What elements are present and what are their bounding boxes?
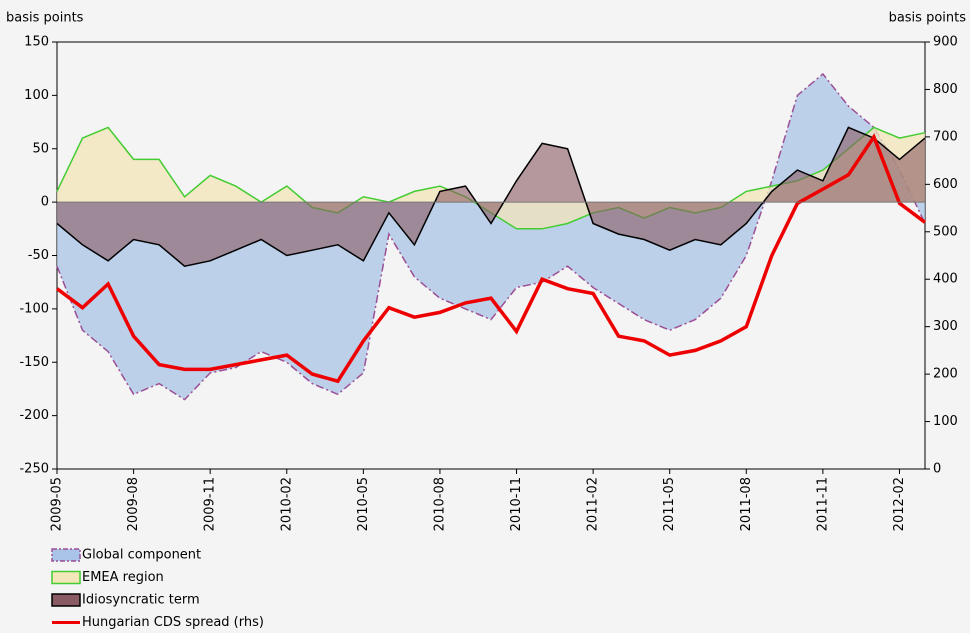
area-fill [57,74,925,400]
y2-tick-label: 900 [933,35,958,50]
x-tick-label: 2012-02 [892,477,907,531]
legend-label: Hungarian CDS spread (rhs) [82,615,264,630]
y-tick-label: 0 [41,195,49,210]
y2-tick-label: 100 [933,414,958,429]
area-fill [57,127,925,267]
y-tick-label: -150 [19,355,49,370]
x-tick-label: 2011-05 [662,477,677,531]
y2-tick-label: 0 [933,462,941,477]
y2-tick-label: 500 [933,224,958,239]
y-tick-label: -100 [19,301,49,316]
x-tick-label: 2011-08 [739,477,754,531]
legend-label: Idiosyncratic term [82,593,200,608]
x-tick-label: 2011-11 [815,477,830,531]
x-tick-label: 2009-05 [50,477,65,531]
area-line [56,126,926,268]
legend-swatch [51,593,81,607]
y2-tick-label: 400 [933,272,958,287]
legend-label: EMEA region [82,570,164,585]
y2-tick-label: 800 [933,82,958,97]
y-tick-label: 100 [24,88,49,103]
y2-tick-label: 700 [933,129,958,144]
y-tick-label: -50 [28,248,49,263]
legend-swatch [51,570,81,585]
x-tick-label: 2009-08 [126,477,141,531]
y-tick-label: 150 [24,35,49,50]
y2-tick-label: 300 [933,319,958,334]
x-tick-label: 2010-08 [432,477,447,531]
y-tick-label: -200 [19,408,49,423]
x-tick-label: 2010-11 [509,477,524,531]
y2-axis-title: basis points [889,11,967,26]
line [55,133,927,384]
y2-tick-label: 600 [933,177,958,192]
area-line [56,72,926,401]
x-tick-label: 2009-11 [203,477,218,531]
y2-tick-label: 200 [933,367,958,382]
y-tick-label: 50 [32,141,49,156]
legend-label: Global component [82,548,201,563]
y-axis-title: basis points [6,11,84,26]
y-tick-label: -250 [19,462,49,477]
legend-swatch [51,548,81,562]
x-tick-label: 2010-02 [279,477,294,531]
x-tick-label: 2010-05 [356,477,371,531]
x-tick-label: 2011-02 [586,477,601,531]
